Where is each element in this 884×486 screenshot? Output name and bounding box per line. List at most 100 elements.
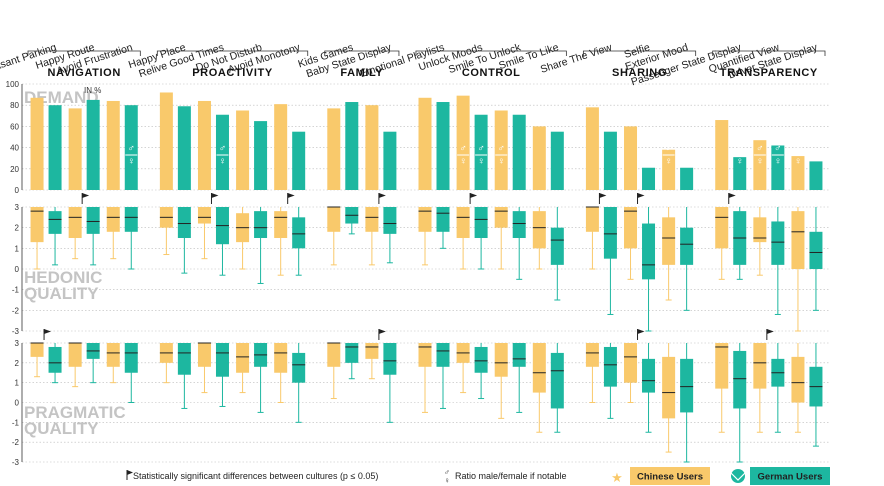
pragmatic-subtitle: QUALITY <box>24 419 99 438</box>
bar-chinese-users-exterior-mood <box>662 149 676 190</box>
pragmatic-tick-label: 2 <box>15 359 20 368</box>
gender-ratio-icon: ♂♀ <box>733 143 746 167</box>
bar-chinese-users-happy-route <box>68 108 82 190</box>
female-icon: ♀ <box>794 156 802 167</box>
group-bracket-family <box>324 50 400 56</box>
bar-german-users-quantified-view <box>771 145 785 190</box>
significance-flag-icon <box>637 193 645 204</box>
flag-cloth <box>127 470 133 475</box>
box-chinese-users-quantified-view <box>753 217 767 243</box>
significance-flag-icon <box>637 329 645 340</box>
box-chinese-users-relive-good-times <box>197 207 211 224</box>
box-chinese-users-share-the-view <box>585 343 599 367</box>
flag-cloth <box>637 329 645 334</box>
female-icon: ♀ <box>497 156 505 167</box>
bar-german-users-unlock-moods <box>474 114 488 190</box>
box-german-users-smile-to-like <box>550 352 564 409</box>
bar-chinese-users-kids-games <box>327 108 341 190</box>
gender-ratio-icon: ♂♀ <box>680 143 693 167</box>
box-chinese-users-baby-state-display <box>365 207 379 232</box>
box-german-users-emotional-playlists <box>436 207 450 232</box>
box-chinese-users-selfie <box>624 207 638 249</box>
pragmatic-tick-label: -1 <box>12 418 20 427</box>
male-icon: ♂ <box>128 143 136 154</box>
box-german-users-smile-to-like <box>550 227 564 265</box>
male-icon: ♂ <box>774 143 782 154</box>
bar-german-users-passenger-state-display <box>733 157 747 190</box>
group-bracket-sharing <box>582 50 697 56</box>
bar-chinese-users-baby-state-display <box>365 105 379 190</box>
male-icon: ♂ <box>794 143 802 154</box>
germany-eagle-icon <box>730 469 746 483</box>
box-german-users-relive-good-times <box>215 343 229 377</box>
pragmatic-tick-label: 1 <box>15 379 20 388</box>
box-german-users-smile-to-unlock <box>512 343 526 367</box>
box-german-users-avoid-frustration <box>124 207 138 232</box>
data-marks: ♂♀♂♀♂♀♂♀♂♀♂♀♂♀♂♀♂♀♂♀♂♀ <box>30 92 823 463</box>
female-icon: ♀ <box>128 156 136 167</box>
flag-cloth <box>211 193 219 198</box>
female-icon: ♀ <box>219 156 227 167</box>
gender-ratio-icon: ♂♀ <box>771 143 784 167</box>
female-icon: ♀ <box>444 476 450 485</box>
box-german-users-do-not-disturb <box>254 211 268 238</box>
bar-german-users-happy-place <box>177 106 191 190</box>
bar-chinese-users-happy-place <box>159 92 173 190</box>
box-german-users-exterior-mood <box>680 227 694 265</box>
hedonic-tick-label: 1 <box>15 244 20 253</box>
male-icon: ♂ <box>444 468 450 477</box>
box-chinese-users-avoid-monotony <box>274 211 288 238</box>
female-icon: ♀ <box>774 156 782 167</box>
bar-german-users-do-not-disturb <box>254 121 268 190</box>
bar-german-users-baby-state-display <box>383 131 397 190</box>
box-german-users-happy-route <box>86 207 100 234</box>
bar-german-users-driver-state-display <box>809 161 823 190</box>
y-axes: 0 20 40 60 80 100 -3 -2 -1 0 1 2 3 -3 -2 -1 0 1 2 3 <box>6 80 23 467</box>
gender-ratio-icon: ♂♀ <box>125 143 138 167</box>
box-german-users-passenger-state-display <box>733 350 747 409</box>
gender-ratio-icon: ♂♀ <box>791 143 804 167</box>
bar-german-users-kids-games <box>345 102 359 190</box>
box-german-users-exterior-mood <box>680 358 694 413</box>
bar-german-users-smile-to-unlock <box>512 114 526 190</box>
female-icon: ♀ <box>683 156 691 167</box>
flag-cloth <box>378 193 386 198</box>
male-icon: ♂ <box>459 143 467 154</box>
box-german-users-driver-state-display <box>809 231 823 269</box>
pragmatic-title: PRAGMATIC <box>24 403 126 422</box>
legend-gender-text: Ratio male/female if notable <box>455 471 567 481</box>
group-bracket-transparency <box>712 50 826 56</box>
box-chinese-users-pleasant-parking <box>30 343 44 357</box>
female-icon: ♀ <box>736 156 744 167</box>
box-chinese-users-do-not-disturb <box>236 343 250 373</box>
box-german-users-pleasant-parking <box>48 211 62 234</box>
flag-cloth <box>287 193 295 198</box>
box-german-users-avoid-monotony <box>292 352 306 383</box>
bar-chinese-users-passenger-state-display <box>715 120 729 190</box>
box-german-users-share-the-view <box>603 346 617 387</box>
legend-chinese-swatch <box>630 467 710 485</box>
box-german-users-unlock-moods <box>474 207 488 238</box>
bar-chinese-users-relive-good-times <box>197 100 211 190</box>
male-icon: ♂ <box>756 143 764 154</box>
box-chinese-users-passenger-state-display <box>715 343 729 389</box>
bar-german-users-smile-to-like <box>550 131 564 190</box>
pragmatic-tick-label: -2 <box>12 438 20 447</box>
box-chinese-users-emotional-playlists <box>418 207 432 232</box>
demand-tick-label: 20 <box>10 165 19 174</box>
eagle-wings <box>730 472 746 481</box>
box-german-users-kids-games <box>345 343 359 363</box>
box-german-users-baby-state-display <box>383 207 397 234</box>
legend-flag-text: Statistically significant differences be… <box>133 471 378 481</box>
significance-flag-icon <box>43 329 52 340</box>
hedonic-tick-label: 2 <box>15 224 20 233</box>
significance-flag-icon <box>378 193 386 204</box>
group-label-proactivity: PROACTIVITY <box>192 67 273 79</box>
box-chinese-users-avoid-frustration <box>106 343 120 367</box>
flag-cloth <box>378 329 386 334</box>
box-german-users-share-the-view <box>603 207 617 259</box>
box-german-users-avoid-frustration <box>124 343 138 373</box>
box-german-users-unlock-moods <box>474 346 488 373</box>
box-chinese-users-smile-to-like <box>532 343 546 393</box>
